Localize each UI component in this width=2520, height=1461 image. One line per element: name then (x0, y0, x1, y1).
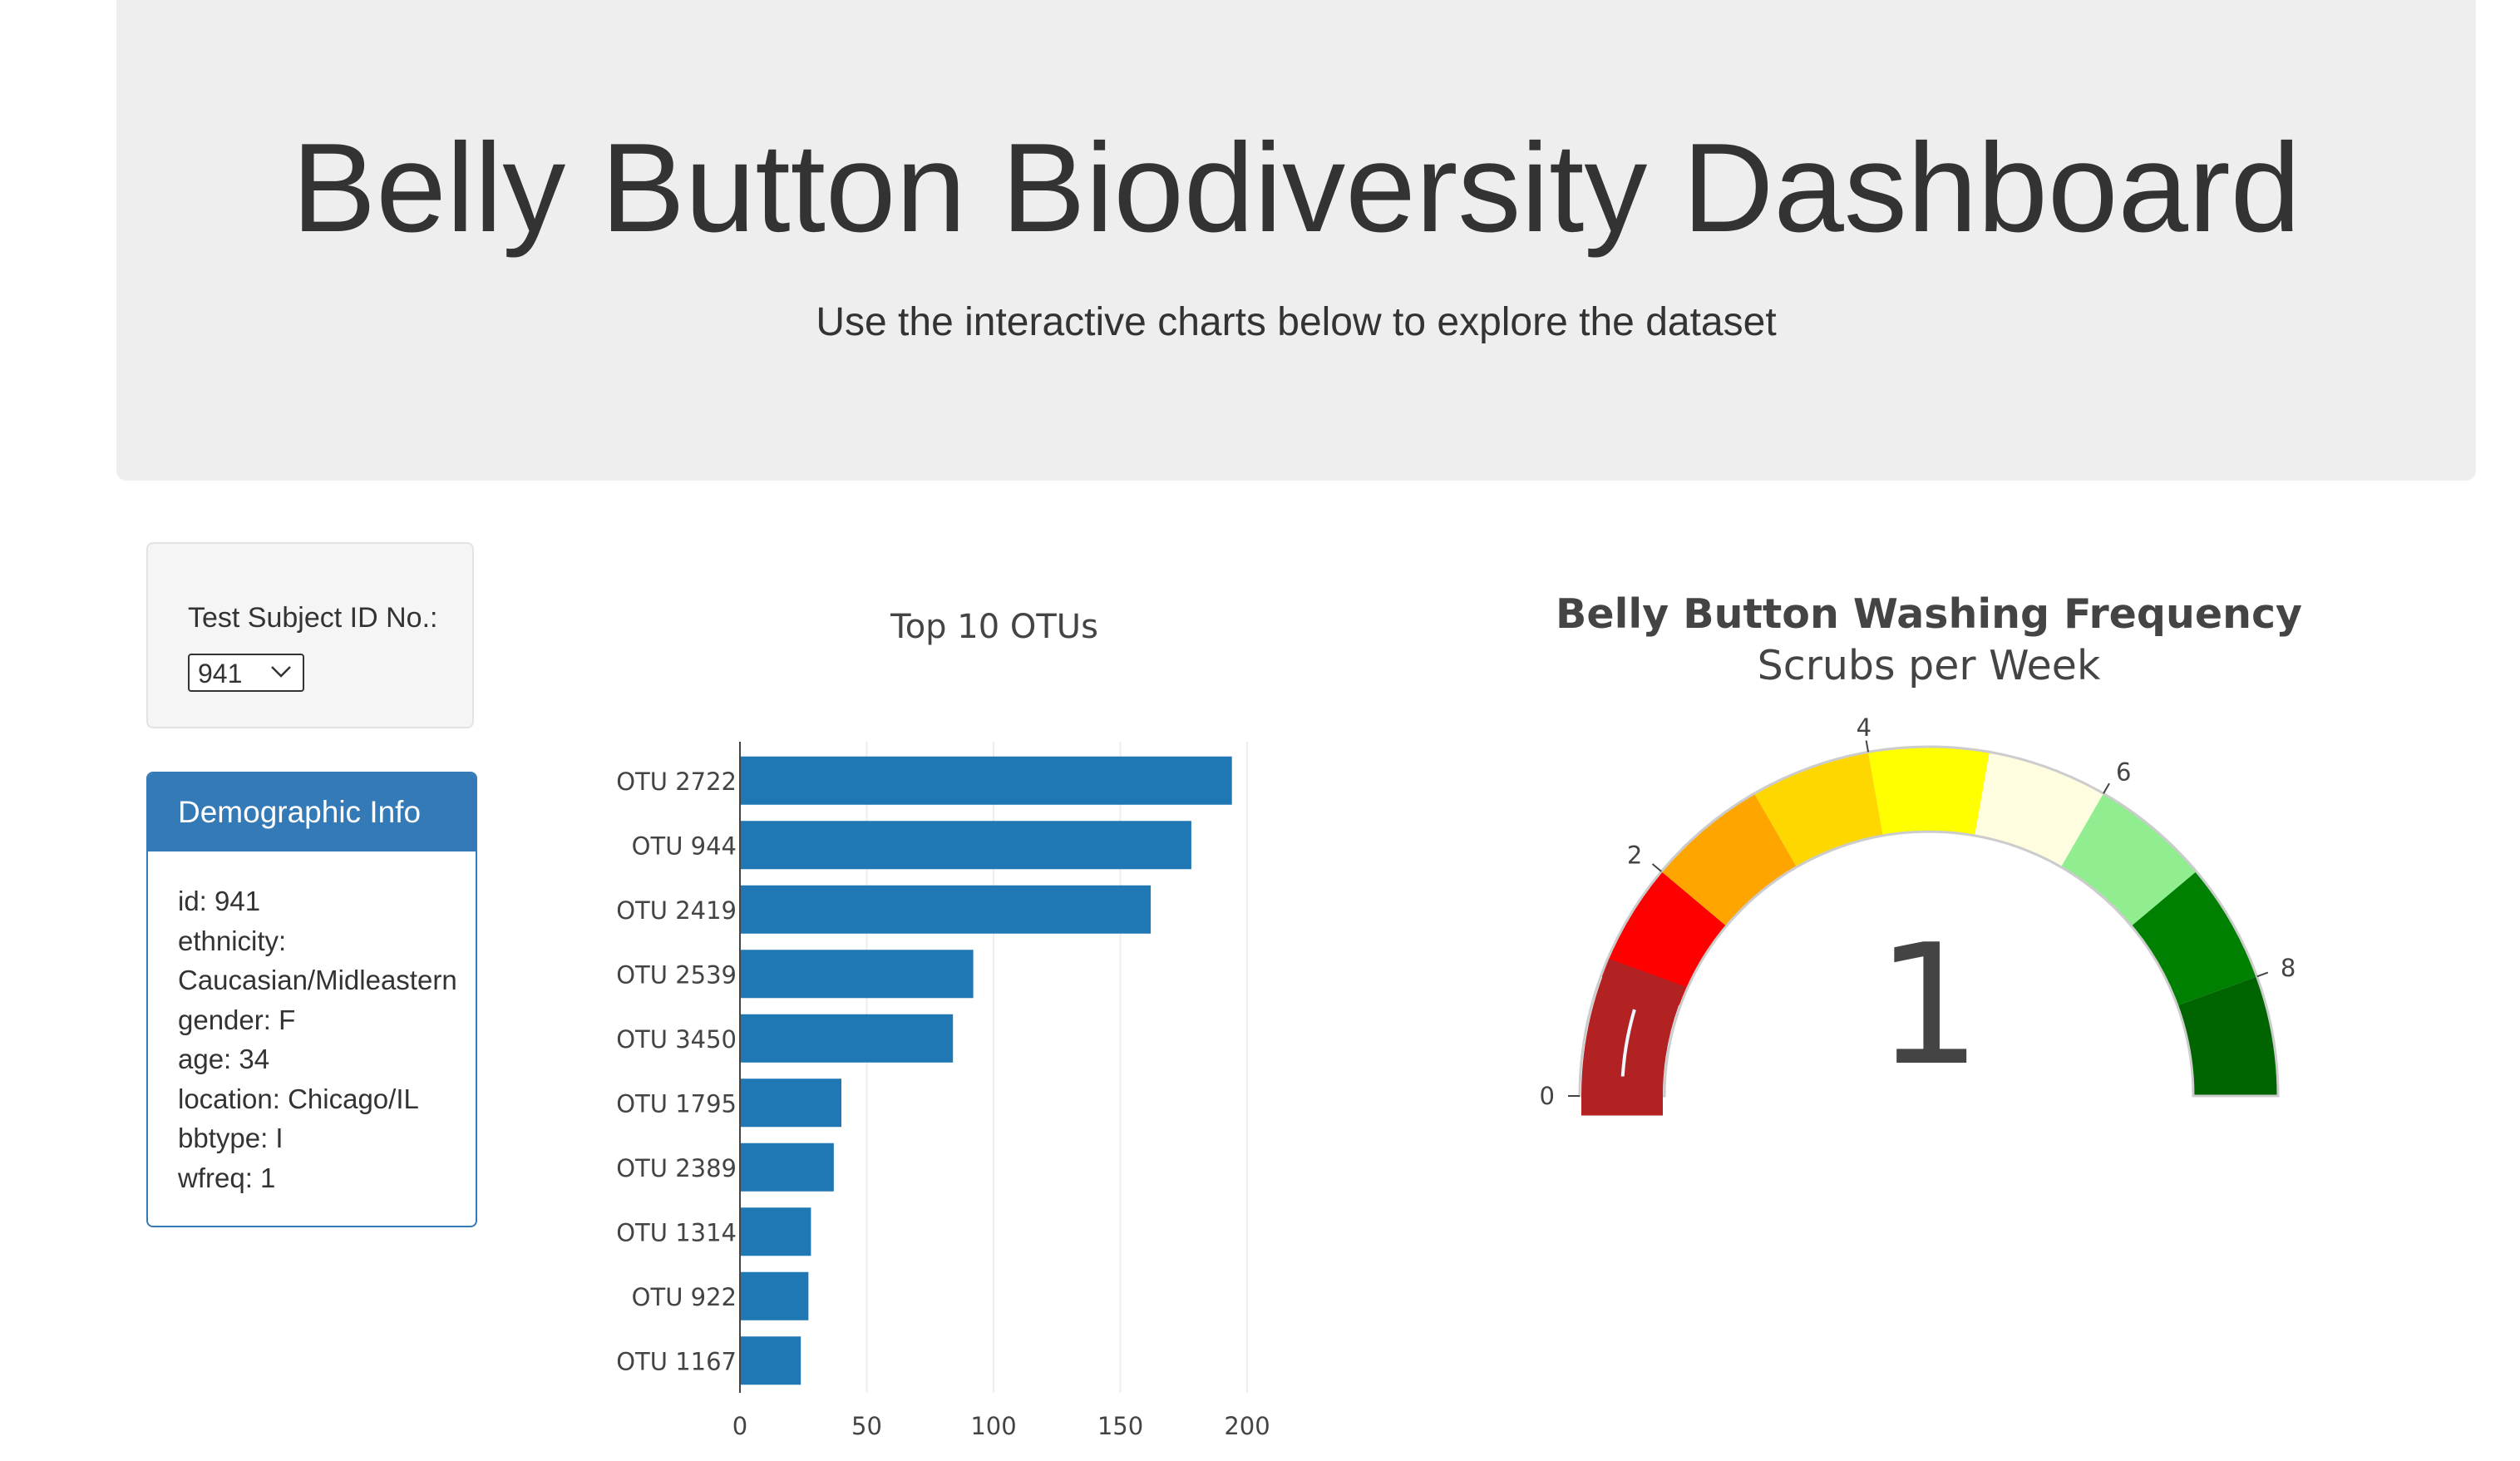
selector-label: Test Subject ID No.: (188, 602, 438, 634)
x-tick-label-2: 100 (970, 1412, 1016, 1440)
bar-4 (740, 1014, 954, 1063)
bar-0 (740, 756, 1232, 805)
gauge-tick-label-3: 6 (2116, 758, 2131, 786)
gauge-step-2 (1661, 793, 1797, 926)
x-tick-label-0: 0 (732, 1412, 747, 1440)
bar-7 (740, 1207, 811, 1256)
chevron-down-icon (271, 666, 291, 678)
x-tick-label-1: 50 (851, 1412, 882, 1440)
header-jumbotron: Belly Button Biodiversity Dashboard Use … (116, 0, 2476, 481)
demo-row-location: location: Chicago/IL (178, 1083, 419, 1114)
gauge-tick-3 (2103, 782, 2110, 794)
bar-9 (740, 1336, 801, 1385)
gauge-value-bar (1581, 958, 1686, 1116)
category-label-8: OTU 922 (632, 1283, 737, 1311)
page-subtitle: Use the interactive charts below to expl… (816, 300, 1777, 344)
page-title: Belly Button Biodiversity Dashboard (291, 117, 2301, 259)
gauge-step-3 (1754, 752, 1883, 867)
subject-selector-panel: Test Subject ID No.: 941 (146, 542, 474, 728)
category-label-9: OTU 1167 (616, 1347, 737, 1375)
bar-chart[interactable]: Top 10 OTUs OTU 2722 OTU 944 OTU 2419 OTU 25… (532, 582, 1364, 1447)
category-label-2: OTU 2419 (616, 896, 737, 925)
gauge-tick-label-2: 4 (1857, 713, 1872, 742)
gauge-subtitle: Scrubs per Week (1758, 642, 2101, 689)
gauge-step-5 (1975, 752, 2103, 867)
subject-id-select[interactable]: 941 (188, 654, 304, 692)
bar-2 (740, 885, 1152, 934)
chart-title: Top 10 OTUs (890, 608, 1098, 646)
x-tick-label-4: 200 (1224, 1412, 1270, 1440)
gauge-step-8 (2177, 976, 2278, 1096)
selected-value: 941 (198, 659, 243, 689)
gauge-step-6 (2061, 793, 2197, 926)
demographic-info-panel: Demographic Info id: 941 ethnicity: Cauc… (146, 772, 477, 1227)
category-label-0: OTU 2722 (616, 768, 737, 796)
demo-row-ethnicity: ethnicity: (178, 925, 287, 956)
gauge-step-4 (1868, 747, 1990, 836)
x-tick-label-3: 150 (1097, 1412, 1143, 1440)
demo-row-ethnicity-value: Caucasian/Midleastern (178, 965, 457, 995)
category-label-4: OTU 3450 (616, 1025, 737, 1054)
demo-row-bbtype: bbtype: I (178, 1123, 284, 1153)
category-label-1: OTU 944 (632, 832, 737, 860)
gauge-value-number: 1 (1876, 909, 1981, 1103)
category-label-6: OTU 2389 (616, 1154, 737, 1182)
demographic-list: id: 941 ethnicity: Caucasian/Midleastern… (148, 851, 476, 1197)
bar-8 (740, 1271, 809, 1320)
category-label-5: OTU 1795 (616, 1089, 737, 1118)
gauge-outline (1578, 745, 2280, 1098)
demo-row-age: age: 34 (178, 1044, 270, 1074)
category-label-3: OTU 2539 (616, 960, 737, 989)
bar-1 (740, 821, 1191, 870)
gauge-tick-4 (2256, 971, 2269, 978)
demo-row-gender: gender: F (178, 1004, 296, 1035)
category-label-7: OTU 1314 (616, 1218, 737, 1246)
demo-row-wfreq: wfreq: 1 (178, 1162, 276, 1193)
demo-row-id: id: 941 (178, 886, 261, 916)
gauge-tick-2 (1865, 740, 1870, 753)
bar-6 (740, 1143, 834, 1192)
bar-3 (740, 950, 974, 999)
gauge-tick-label-1: 2 (1627, 842, 1642, 870)
bar-5 (740, 1078, 841, 1128)
gauge-tick-1 (1651, 863, 1662, 872)
panel-heading: Demographic Info (148, 773, 476, 851)
gauge-tick-label-4: 8 (2281, 954, 2296, 982)
gauge-tick-label-0: 0 (1540, 1082, 1555, 1110)
gauge-title: Belly Button Washing Frequency (1556, 590, 2302, 638)
